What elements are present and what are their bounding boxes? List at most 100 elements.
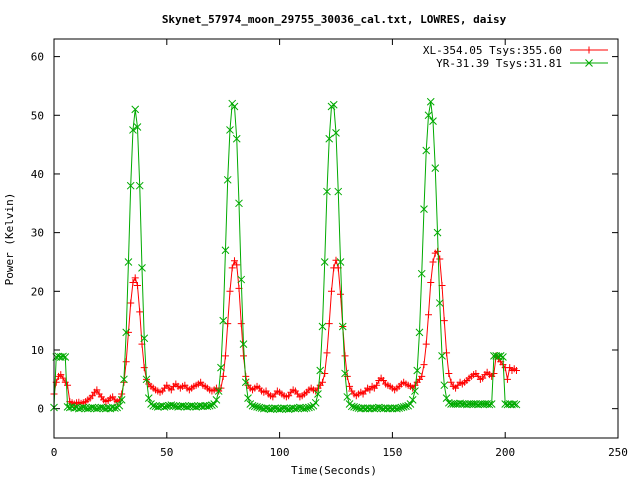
data-point [379,376,387,384]
data-point [223,175,232,184]
data-point [266,405,275,414]
y-tick-label: 30 [31,227,44,240]
data-point [136,308,144,316]
data-point [83,404,92,413]
data-point [300,404,309,413]
data-point [373,381,381,389]
data-point [232,134,241,143]
data-point [127,299,135,307]
data-point [443,349,451,357]
data-point [217,363,225,372]
data-point [411,387,419,395]
data-point [79,403,88,412]
data-point [311,398,320,407]
data-point [214,387,223,395]
data-point [142,375,151,384]
y-tick-label: 60 [31,51,44,64]
data-point [174,403,182,411]
data-point [140,364,148,372]
data-point [93,386,101,394]
data-point [205,401,214,410]
data-point [325,134,334,143]
data-point [417,269,426,278]
data-point [129,126,137,134]
data-point [332,129,340,137]
data-point [237,320,245,328]
data-point [399,403,408,411]
data-point [140,334,149,343]
data-point [233,261,241,269]
plot-frame [53,38,619,439]
y-tick-label: 20 [31,285,44,298]
data-point [212,396,221,404]
data-point [444,398,453,407]
data-point [341,369,349,378]
data-point [347,402,356,411]
data-point [237,275,246,284]
data-point [291,404,300,413]
data-point [433,228,442,237]
data-point [512,367,520,375]
data-point [447,378,455,386]
data-point [397,403,406,412]
data-point [490,369,498,377]
x-tick-label: 100 [270,446,290,459]
data-point [327,287,335,295]
data-point [250,402,259,411]
series-layer [50,97,521,414]
data-point [436,255,444,263]
data-point [74,404,83,413]
data-point [426,97,435,106]
x-tick-label: 250 [608,446,628,459]
data-point [415,328,424,337]
data-point [343,393,352,401]
data-point [178,401,187,410]
chart-title: Skynet_57974_moon_29755_30036_cal.txt, L… [162,13,507,26]
data-point [111,404,119,412]
data-point [275,405,284,414]
data-point [445,369,453,377]
data-point [318,378,326,386]
data-point [117,396,126,404]
data-point [187,401,196,410]
data-point [435,299,444,307]
data-point [302,404,311,412]
data-point [496,351,505,360]
data-point [366,386,374,394]
data-point [585,46,593,54]
data-point [167,401,176,409]
data-point [336,258,345,266]
data-point [183,403,191,411]
data-point [169,401,178,410]
x-tick-label: 50 [160,446,173,459]
data-point [138,263,146,272]
data-point [434,247,442,255]
data-point [64,381,72,389]
data-point [320,258,329,266]
x-tick-label: 200 [495,446,515,459]
legend-label: YR-31.39 Tsys:31.81 [436,57,562,70]
data-point [221,246,230,255]
data-point [167,386,175,394]
data-point [440,381,449,390]
y-tick-label: 0 [37,403,44,416]
data-point [230,102,239,111]
x-tick-label: 150 [382,446,402,459]
data-point [418,372,426,380]
data-point [424,311,432,319]
data-point [350,403,358,411]
data-point [248,401,257,410]
data-point [203,402,212,411]
data-point [402,402,410,411]
data-point [352,403,361,412]
axis-ticks: 0 50 100 150 200 250 0 10 20 30 40 50 60 [31,39,628,459]
data-point [321,369,329,377]
y-axis-label: Power (Kelvin) [3,193,16,286]
data-point [59,374,67,382]
data-point [420,205,428,214]
data-point [149,401,158,410]
data-point [226,126,234,134]
data-point [59,352,67,361]
data-point [406,400,415,408]
data-point [153,403,162,411]
